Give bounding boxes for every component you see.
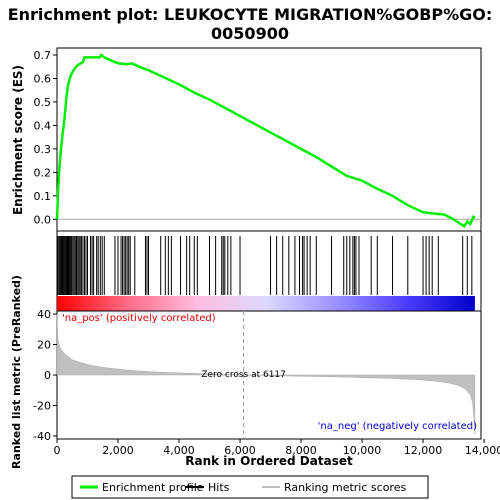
- es-y-axis-label: Enrichment score (ES): [11, 65, 25, 215]
- x-tick-label: 8,000: [285, 444, 317, 457]
- es-panel-frame: [56, 47, 482, 232]
- metric-y-tick-label: -40: [33, 430, 51, 443]
- x-tick-label: 6,000: [224, 444, 256, 457]
- x-axis-label: Rank in Ordered Dataset: [185, 454, 353, 468]
- x-tick-label: 12,000: [404, 444, 443, 457]
- hits-barcode: [57, 236, 473, 295]
- es-y-tick-label: 0.6: [34, 73, 52, 86]
- legend-frame: [71, 475, 429, 499]
- es-y-tick-label: 0.1: [34, 190, 52, 203]
- es-y-tick-label: 0.4: [34, 119, 52, 132]
- legend-label-hits: Hits: [208, 481, 230, 494]
- x-tick-label: 10,000: [343, 444, 382, 457]
- metric-y-axis-label: Ranked list metric (PreRanked): [10, 275, 23, 469]
- es-y-tick-label: 0.0: [34, 213, 52, 226]
- zero-cross-label: Zero cross at 6117: [201, 370, 286, 380]
- chart-title-line-2: 0050900: [211, 24, 289, 43]
- metric-y-tick-label: 0: [44, 369, 51, 382]
- enrichment-profile-line: [55, 53, 476, 229]
- x-tick-label: 0: [54, 444, 61, 457]
- rank-color-band: [57, 296, 475, 311]
- x-tick-label: 14,000: [465, 444, 500, 457]
- metric-y-axis-ticks: -40 -20 0 20 40: [33, 308, 57, 443]
- es-y-tick-label: 0.7: [34, 49, 52, 62]
- es-y-tick-label: 0.2: [34, 166, 52, 179]
- es-y-axis-ticks: 0.0 0.1 0.2 0.3 0.4 0.5 0.6 0.7: [34, 49, 57, 226]
- es-y-tick-label: 0.5: [34, 96, 52, 109]
- legend-label-enrichment-profile: Enrichment profile: [102, 481, 204, 494]
- metric-y-tick-label: 20: [37, 339, 51, 352]
- x-tick-label: 4,000: [163, 444, 195, 457]
- band-rect: [57, 296, 475, 311]
- positive-correlation-label: 'na_pos' (positively correlated): [62, 313, 216, 324]
- legend-label-ranking-metric: Ranking metric scores: [284, 481, 406, 494]
- x-tick-label: 2,000: [102, 444, 134, 457]
- metric-y-tick-label: -20: [33, 399, 51, 412]
- legend: Enrichment profile Hits Ranking metric sco…: [71, 475, 429, 499]
- chart-title-line-1: Enrichment plot: LEUKOCYTE MIGRATION%GOB…: [8, 5, 493, 24]
- metric-x-axis-ticks: 0 2,000 4,000 6,000 8,000 10,000 12,000 14,000: [54, 439, 500, 457]
- negative-correlation-label: 'na_neg' (negatively correlated): [318, 421, 477, 432]
- es-y-tick-label: 0.3: [34, 143, 52, 156]
- metric-y-tick-label: 40: [37, 308, 51, 321]
